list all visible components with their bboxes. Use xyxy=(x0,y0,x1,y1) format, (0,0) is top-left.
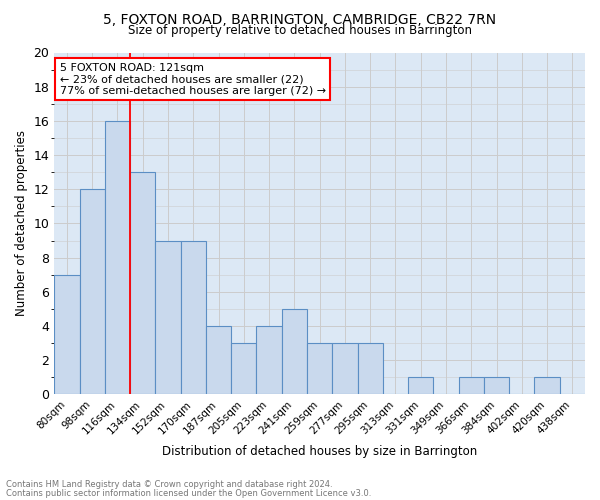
Bar xyxy=(307,343,332,394)
Bar xyxy=(105,121,130,394)
Bar xyxy=(155,240,181,394)
Text: Contains public sector information licensed under the Open Government Licence v3: Contains public sector information licen… xyxy=(6,489,371,498)
Bar xyxy=(535,378,560,394)
Text: 5 FOXTON ROAD: 121sqm
← 23% of detached houses are smaller (22)
77% of semi-deta: 5 FOXTON ROAD: 121sqm ← 23% of detached … xyxy=(59,63,326,96)
Bar xyxy=(231,343,256,394)
Bar xyxy=(130,172,155,394)
Bar xyxy=(332,343,358,394)
Bar xyxy=(358,343,383,394)
Bar xyxy=(484,378,509,394)
Text: Contains HM Land Registry data © Crown copyright and database right 2024.: Contains HM Land Registry data © Crown c… xyxy=(6,480,332,489)
X-axis label: Distribution of detached houses by size in Barrington: Distribution of detached houses by size … xyxy=(162,444,477,458)
Bar xyxy=(458,378,484,394)
Text: 5, FOXTON ROAD, BARRINGTON, CAMBRIDGE, CB22 7RN: 5, FOXTON ROAD, BARRINGTON, CAMBRIDGE, C… xyxy=(103,12,497,26)
Bar xyxy=(80,190,105,394)
Bar xyxy=(54,275,80,394)
Bar xyxy=(181,240,206,394)
Bar xyxy=(206,326,231,394)
Bar xyxy=(282,309,307,394)
Text: Size of property relative to detached houses in Barrington: Size of property relative to detached ho… xyxy=(128,24,472,37)
Bar xyxy=(256,326,282,394)
Y-axis label: Number of detached properties: Number of detached properties xyxy=(15,130,28,316)
Bar xyxy=(408,378,433,394)
